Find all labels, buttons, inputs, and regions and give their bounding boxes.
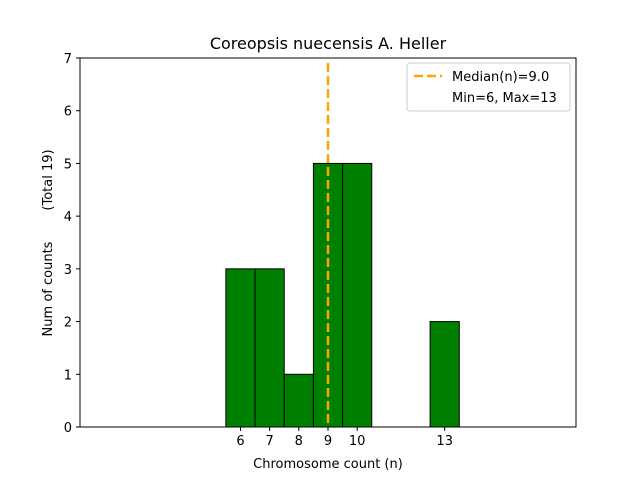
y-tick-label-5: 5: [64, 157, 72, 172]
y-axis-total: (Total 19): [41, 149, 56, 210]
y-tick-label-6: 6: [64, 105, 72, 120]
x-tick-label-10: 10: [349, 434, 366, 449]
x-tick-label-9: 9: [324, 434, 332, 449]
bar-13: [429, 321, 460, 428]
legend-median-label: Median(n)=9.0: [452, 70, 549, 85]
y-axis-label: Num of counts: [41, 241, 56, 336]
x-axis-label: Chromosome count (n): [253, 457, 403, 472]
x-axis-ticks: 6 7 8 9 10 13: [236, 427, 453, 449]
bar-9: [312, 162, 344, 428]
y-tick-label-0: 0: [64, 421, 72, 436]
bar-8: [283, 373, 314, 428]
bars-group: [109, 162, 547, 428]
y-tick-label-4: 4: [64, 210, 72, 225]
x-tick-label-13: 13: [436, 434, 453, 449]
x-tick-label-7: 7: [266, 434, 274, 449]
y-tick-label-3: 3: [64, 263, 72, 278]
bar-6: [225, 268, 256, 428]
x-tick-label-6: 6: [236, 434, 244, 449]
legend-minmax-label: Min=6, Max=13: [452, 91, 557, 106]
x-tick-label-8: 8: [295, 434, 303, 449]
legend: Median(n)=9.0 Min=6, Max=13: [406, 62, 571, 112]
y-axis-ticks: 0 1 2 3 4 5 6 7: [64, 52, 80, 436]
bar-10: [342, 162, 373, 428]
y-tick-label-1: 1: [64, 368, 72, 383]
bar-7: [254, 268, 285, 428]
legend-box: [406, 62, 571, 112]
y-tick-label-7: 7: [64, 52, 72, 67]
y-tick-label-2: 2: [64, 316, 72, 331]
chart-title: Coreopsis nuecensis A. Heller: [210, 34, 447, 53]
